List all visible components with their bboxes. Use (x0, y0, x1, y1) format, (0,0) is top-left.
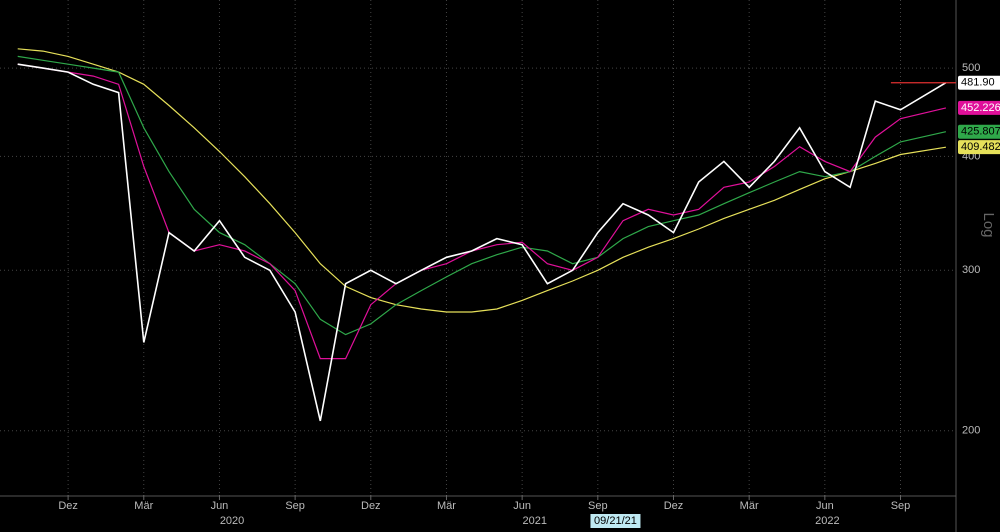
x-tick-label: Sep (588, 500, 608, 512)
x-tick-label: Sep (891, 500, 911, 512)
x-tick-label: Mär (740, 500, 759, 512)
value-label-box (958, 124, 1000, 139)
value-label: 481.90 (961, 77, 995, 89)
value-label: 452.226 (961, 102, 1000, 114)
x-tick-label: Mär (134, 500, 153, 512)
value-label-box (958, 75, 1000, 90)
series-line (17, 63, 947, 422)
value-label: 425.807 (961, 126, 1000, 138)
value-label-box (958, 140, 1000, 155)
year-label: 2021 (523, 515, 547, 527)
y-tick-label: 600 (962, 0, 980, 2)
value-label-box (958, 100, 1000, 115)
year-label: 2022 (815, 515, 839, 527)
cursor-label: 09/21/21 (594, 515, 637, 527)
value-label: 409.482 (961, 141, 1000, 153)
series-line (17, 48, 946, 313)
x-tick-label: Jun (211, 500, 229, 512)
y-tick-label: 500 (962, 62, 980, 74)
series-line (17, 55, 947, 336)
x-tick-label: Jun (816, 500, 834, 512)
x-tick-label: Sep (285, 500, 305, 512)
y-tick-label: 300 (962, 264, 980, 276)
x-tick-label: Mär (437, 500, 456, 512)
x-tick-label: Dez (361, 500, 381, 512)
year-label: 2020 (220, 515, 244, 527)
x-tick-label: Jun (513, 500, 531, 512)
x-tick-label: Dez (58, 500, 78, 512)
cursor-box (590, 514, 641, 528)
x-tick-label: Dez (664, 500, 684, 512)
y-tick-label: 200 (962, 425, 980, 437)
y-axis-label: Log (980, 212, 997, 237)
